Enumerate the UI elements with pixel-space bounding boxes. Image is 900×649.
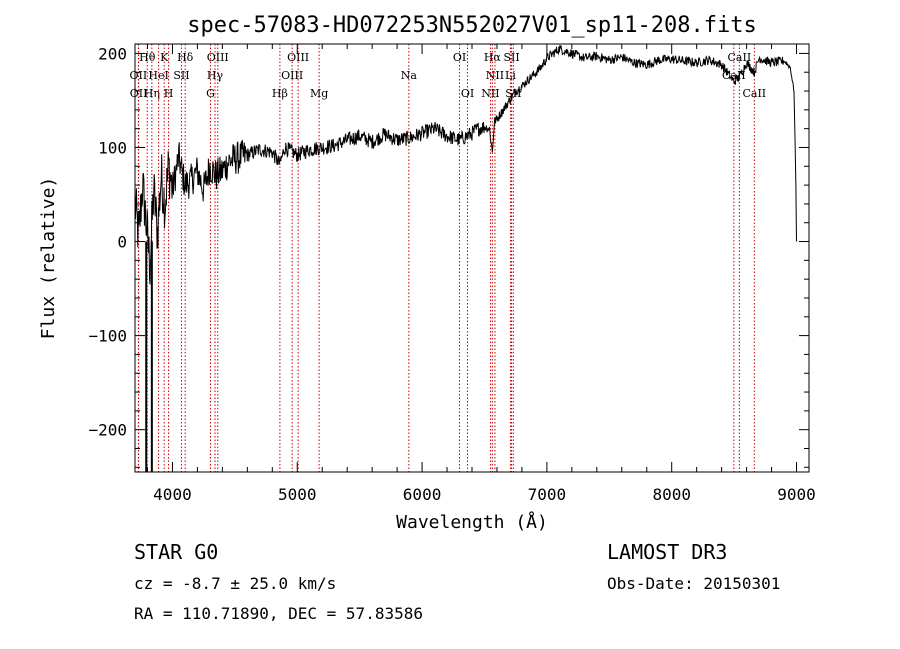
x-tick-label: 6000 <box>403 485 442 504</box>
line-label: H <box>164 87 174 100</box>
x-tick-label: 8000 <box>652 485 691 504</box>
redshift-label: cz = -8.7 ± 25.0 km/s <box>134 574 337 593</box>
line-label: NII <box>481 87 499 100</box>
x-tick-label: 9000 <box>777 485 816 504</box>
y-tick-label: 0 <box>117 233 127 252</box>
flux-line <box>134 44 797 285</box>
line-label: OII <box>130 87 148 100</box>
flux-series <box>134 44 797 472</box>
spectral-line-markers <box>137 44 755 472</box>
line-label: NII <box>486 69 504 82</box>
line-label: OIII <box>281 69 303 82</box>
y-axis-ticks: −200 −100 0 100 200 <box>88 44 809 468</box>
line-label: Hα <box>484 51 502 64</box>
line-label: G <box>206 87 215 100</box>
x-tick-label: 5000 <box>278 485 317 504</box>
line-label: OIII <box>207 51 229 64</box>
line-label: Hβ <box>272 87 288 100</box>
line-label: HeI <box>148 69 168 82</box>
line-label: K <box>160 51 169 64</box>
x-axis-label: Wavelength (Å) <box>396 511 548 533</box>
x-tick-label: 7000 <box>528 485 567 504</box>
plot-frame <box>134 43 810 473</box>
line-label: Li <box>505 69 516 82</box>
x-axis-ticks: 4000 5000 6000 7000 8000 9000 <box>146 44 816 504</box>
line-label: SII <box>503 51 519 64</box>
y-axis-label: Flux (relative) <box>38 177 59 340</box>
line-label: Mg <box>310 87 328 100</box>
line-label: Hη <box>144 87 160 100</box>
line-label: CaII <box>728 51 752 64</box>
coordinates-label: RA = 110.71890, DEC = 57.83586 <box>134 604 423 623</box>
line-label: Hδ <box>177 51 194 64</box>
line-label: Hθ <box>139 51 156 64</box>
chart-title: spec-57083-HD072253N552027V01_sp11-208.f… <box>187 13 757 38</box>
object-class-label: STAR G0 <box>134 540 219 564</box>
y-tick-label: −100 <box>88 327 127 346</box>
line-label: OI <box>461 87 474 100</box>
y-tick-label: 100 <box>98 138 127 157</box>
line-label: Na <box>401 69 418 82</box>
line-label: OII <box>130 69 148 82</box>
x-tick-label: 4000 <box>153 485 192 504</box>
y-tick-label: −200 <box>88 421 127 440</box>
line-label: OI <box>453 51 466 64</box>
line-label: Hγ <box>207 69 224 82</box>
line-label: CaII <box>742 87 766 100</box>
line-label: OIII <box>287 51 309 64</box>
y-tick-label: 200 <box>98 44 127 63</box>
line-label: SII <box>173 69 189 82</box>
obs-date-label: Obs-Date: 20150301 <box>607 574 781 593</box>
survey-label: LAMOST DR3 <box>607 540 728 564</box>
